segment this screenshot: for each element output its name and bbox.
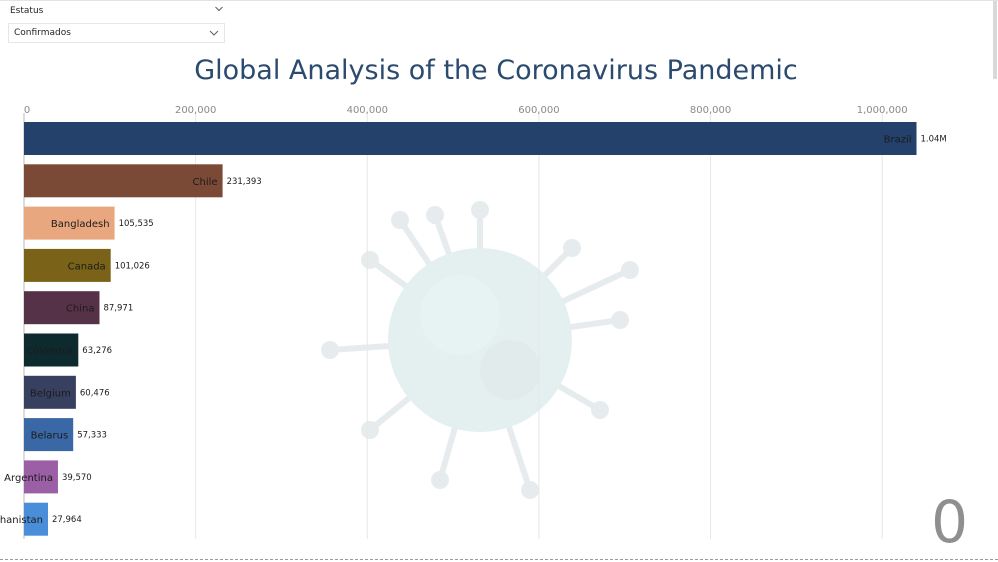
bar-category-label: China: [66, 304, 95, 315]
bar-category-label: Afghanistan: [0, 515, 43, 526]
bar-value-label: 105,535: [119, 219, 154, 229]
bar-belgium[interactable]: [24, 375, 76, 409]
scrollbar[interactable]: [993, 1, 997, 79]
coronavirus-icon: [321, 201, 639, 499]
bar-category-label: Canada: [68, 261, 106, 272]
frame-top-border: [0, 0, 998, 1]
bar-value-label: 60,476: [80, 388, 110, 398]
bar-value-label: 87,971: [103, 304, 133, 314]
x-tick-label: 800,000: [690, 105, 731, 116]
bar-brazil[interactable]: [24, 122, 917, 155]
chevron-down-icon[interactable]: [214, 4, 224, 14]
frame-bottom-border: [0, 559, 998, 560]
bar-belarus[interactable]: [24, 418, 74, 452]
bar-value-label: 231,393: [227, 177, 262, 187]
bar-chile[interactable]: [24, 164, 223, 198]
x-tick-label: 0: [24, 105, 30, 116]
bar-value-label: 39,570: [62, 473, 92, 483]
bar-china[interactable]: [24, 291, 100, 325]
bar-category-label: Colombia: [26, 346, 73, 357]
bar-category-label: Argentina: [4, 473, 53, 484]
bar-category-label: Chile: [193, 177, 218, 188]
bar-value-label: 101,026: [115, 261, 150, 271]
x-tick-label: 200,000: [175, 105, 216, 116]
x-tick-label: 400,000: [347, 105, 388, 116]
bar-canada[interactable]: [24, 248, 111, 282]
bar-category-label: Brazil: [884, 135, 912, 146]
bar-argentina[interactable]: [24, 460, 58, 494]
bar-category-label: Bangladesh: [51, 219, 110, 230]
bar-value-label: 1.04M: [921, 135, 947, 145]
x-tick-label: 1,000,000: [857, 105, 908, 116]
bar-afghanistan[interactable]: [24, 502, 48, 536]
bar-value-label: 57,333: [77, 431, 107, 441]
bar-value-label: 63,276: [82, 346, 112, 356]
bar-colombia[interactable]: [24, 333, 79, 367]
bar-chart: 0 200,000 400,000 600,000 800,000 1,000,000 B…: [0, 105, 968, 556]
slicer-label: Estatus: [10, 6, 44, 16]
page-title: Global Analysis of the Coronavirus Pande…: [194, 55, 798, 86]
status-dropdown-value: Confirmados: [14, 28, 71, 38]
bar-bangladesh[interactable]: [24, 206, 115, 240]
chevron-down-icon: [209, 30, 219, 36]
x-tick-label: 600,000: [518, 105, 559, 116]
bar-category-label: Belarus: [31, 431, 69, 442]
bar-category-label: Belgium: [30, 388, 71, 399]
status-dropdown[interactable]: Confirmados: [8, 23, 225, 43]
animation-counter: 0: [931, 488, 968, 556]
bar-value-label: 27,964: [52, 515, 82, 525]
